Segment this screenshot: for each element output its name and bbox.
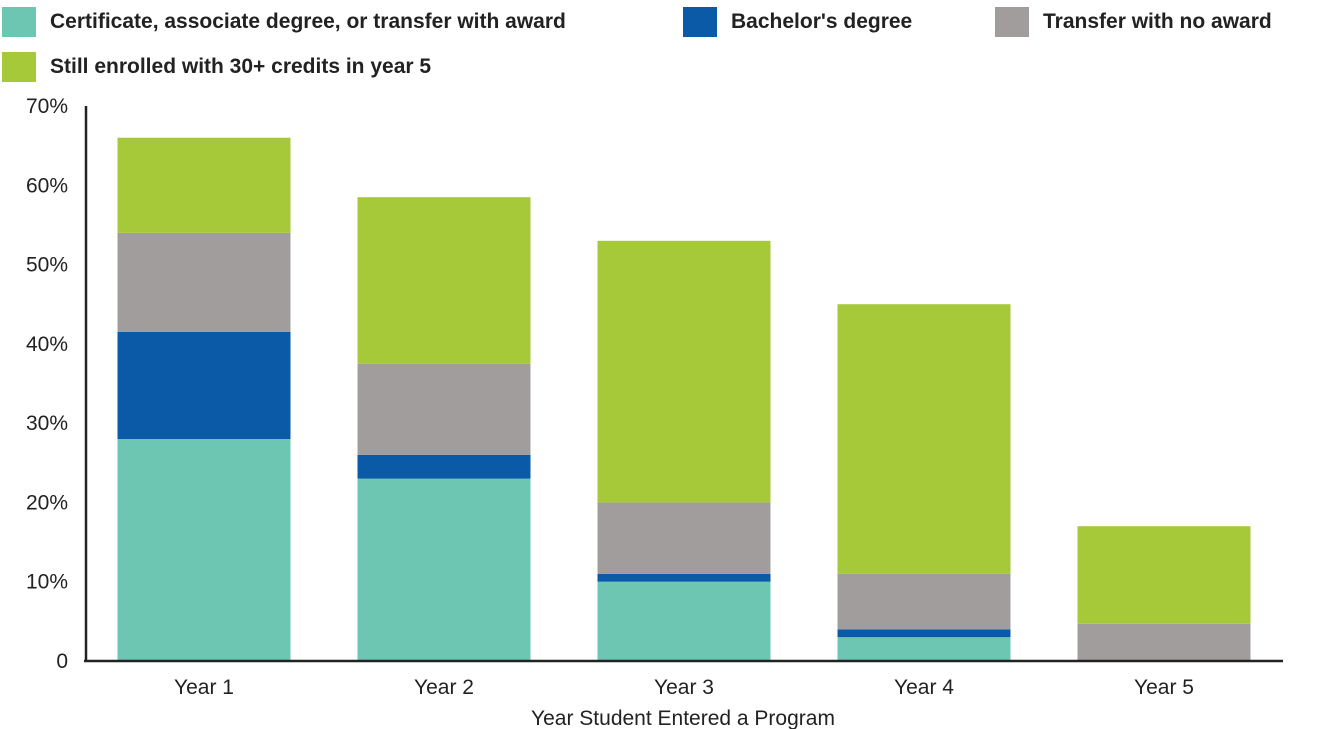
y-tick-labels: 0 10% 20% 30% 40% 50% 60% 70% (26, 95, 68, 673)
x-tick-label: Year 4 (894, 676, 954, 699)
y-tick-label: 0 (56, 650, 68, 673)
legend-label-certificate: Certificate, associate degree, or transf… (50, 10, 566, 33)
legend-swatch-transfer-no-award (995, 7, 1029, 37)
y-tick-label: 10% (26, 571, 68, 594)
bar-segment-year-1-transfer-with-no-award (117, 232, 291, 332)
legend-item-bachelors: Bachelor's degree (683, 7, 912, 37)
bar-segment-year-4-bachelor-s-degree (837, 629, 1011, 638)
legend: Certificate, associate degree, or transf… (0, 0, 1323, 100)
bar-segment-year-2-certificate-associate-degree-or-transfer-with-award (357, 478, 531, 661)
bar-segment-year-3-still-enrolled-with-30-credits-in-year-5 (597, 240, 771, 503)
bar-segment-year-4-certificate-associate-degree-or-transfer-with-award (837, 637, 1011, 661)
x-tick-label: Year 1 (174, 676, 234, 699)
bar-segment-year-2-bachelor-s-degree (357, 454, 531, 479)
y-tick-label: 60% (26, 174, 68, 197)
bar-segment-year-1-certificate-associate-degree-or-transfer-with-award (117, 439, 291, 661)
bar-segment-year-3-bachelor-s-degree (597, 573, 771, 582)
bar-segment-year-2-transfer-with-no-award (357, 363, 531, 455)
bar-segment-year-5-transfer-with-no-award (1077, 623, 1251, 661)
x-axis-title: Year Student Entered a Program (531, 707, 835, 729)
legend-label-bachelors: Bachelor's degree (731, 10, 913, 33)
y-tick-label: 40% (26, 333, 68, 356)
bar-segment-year-2-still-enrolled-with-30-credits-in-year-5 (357, 197, 531, 364)
legend-swatch-still-enrolled (2, 52, 36, 82)
bar-segment-year-3-certificate-associate-degree-or-transfer-with-award (597, 581, 771, 661)
x-tick-label: Year 3 (654, 676, 714, 699)
y-tick-label: 30% (26, 412, 68, 435)
legend-swatch-bachelors (683, 7, 717, 37)
x-tick-label: Year 2 (414, 676, 474, 699)
bars-group (117, 137, 1251, 661)
y-tick-label: 70% (26, 95, 68, 118)
bar-segment-year-5-still-enrolled-with-30-credits-in-year-5 (1077, 526, 1251, 624)
legend-label-still-enrolled: Still enrolled with 30+ credits in year … (50, 55, 432, 78)
legend-swatch-certificate (2, 7, 36, 37)
legend-item-transfer-no-award: Transfer with no award (995, 7, 1272, 37)
bar-segment-year-1-still-enrolled-with-30-credits-in-year-5 (117, 137, 291, 233)
x-tick-label: Year 5 (1134, 676, 1194, 699)
bar-segment-year-4-still-enrolled-with-30-credits-in-year-5 (837, 304, 1011, 574)
legend-item-certificate: Certificate, associate degree, or transf… (2, 7, 566, 37)
legend-item-still-enrolled: Still enrolled with 30+ credits in year … (2, 52, 431, 82)
bar-segment-year-3-transfer-with-no-award (597, 502, 771, 574)
bar-segment-year-4-transfer-with-no-award (837, 573, 1011, 630)
bar-segment-year-1-bachelor-s-degree (117, 331, 291, 439)
x-tick-labels: Year 1 Year 2 Year 3 Year 4 Year 5 (174, 676, 1194, 699)
y-tick-label: 50% (26, 254, 68, 277)
legend-label-transfer-no-award: Transfer with no award (1043, 10, 1272, 33)
y-tick-label: 20% (26, 491, 68, 514)
